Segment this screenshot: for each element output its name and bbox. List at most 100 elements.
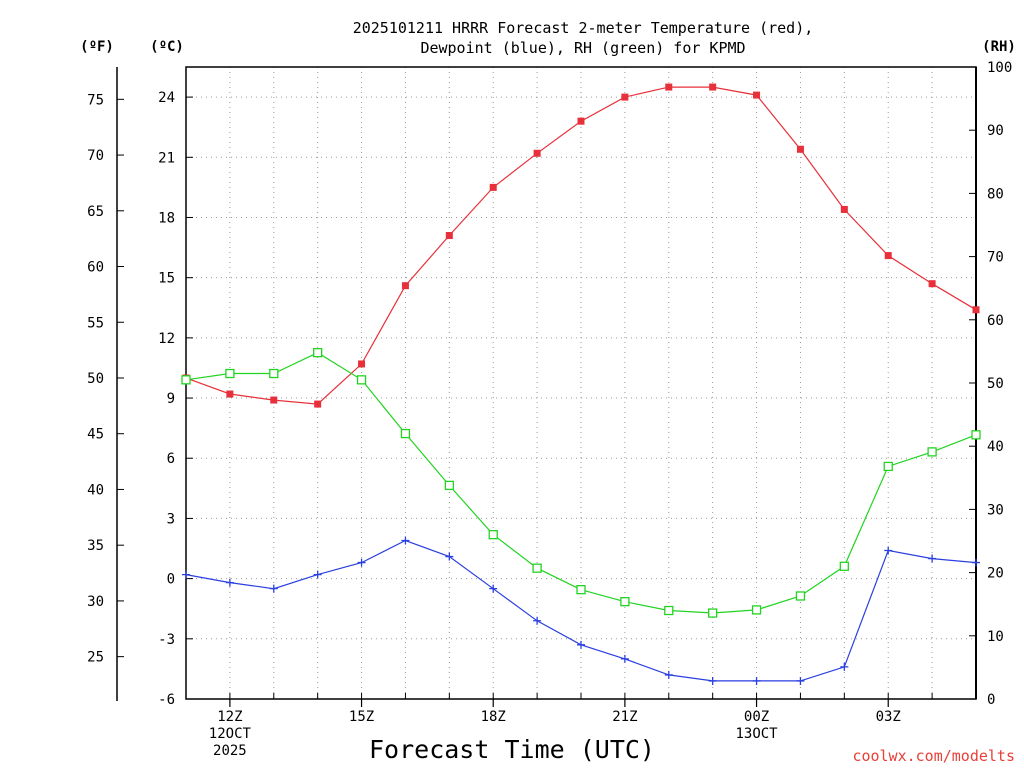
temperature-point	[314, 400, 322, 408]
x-tick-label: 00Z	[744, 709, 769, 725]
dewpoint-point	[401, 536, 410, 545]
fahrenheit-tick-label: 75	[87, 92, 104, 108]
rh-tick-label: 40	[987, 439, 1004, 455]
axes: 24211815129630-3-67570656055504540353025…	[87, 60, 1012, 759]
rh-unit-label: (RH)	[982, 39, 1016, 55]
temperature-point	[577, 117, 585, 125]
x-tick-label: 12Z	[217, 709, 242, 725]
site-credit: coolwx.com/modelts	[852, 747, 1015, 765]
temperature-point	[709, 83, 717, 91]
rh-point	[576, 585, 586, 595]
rh-tick-label: 50	[987, 376, 1004, 392]
rh-point	[181, 375, 191, 385]
x-tick-label: 18Z	[481, 709, 506, 725]
temperature-point	[665, 83, 673, 91]
chart-title-line-1: 2025101211 HRRR Forecast 2-meter Tempera…	[353, 19, 814, 37]
dewpoint-point	[664, 670, 673, 679]
rh-tick-label: 100	[987, 60, 1012, 76]
temperature-point	[840, 205, 848, 213]
rh-point	[751, 605, 762, 615]
dewpoint-line	[185, 539, 977, 682]
celsius-tick-label: 6	[167, 451, 175, 467]
dewpoint-point	[972, 558, 980, 567]
rh-point	[971, 430, 981, 440]
fahrenheit-tick-label: 65	[87, 204, 104, 220]
temperature-point	[270, 396, 278, 404]
temperature-point	[884, 252, 892, 260]
celsius-tick-label: 9	[167, 391, 175, 407]
celsius-tick-label: 24	[158, 90, 175, 106]
dewpoint-point	[533, 616, 542, 625]
dewpoint-point	[445, 552, 454, 561]
fahrenheit-tick-label: 60	[87, 260, 104, 276]
temperature-point	[753, 91, 761, 99]
rh-point	[488, 530, 498, 540]
celsius-tick-label: -3	[158, 632, 175, 648]
x-axis-title: Forecast Time (UTC)	[369, 735, 655, 764]
rh-tick-label: 70	[987, 250, 1004, 266]
temperature-point	[533, 149, 541, 157]
rh-point	[927, 447, 937, 457]
rh-tick-label: 80	[987, 186, 1004, 202]
rh-point	[444, 480, 454, 491]
fahrenheit-unit-label: (ºF)	[80, 39, 114, 55]
dewpoint-point	[840, 662, 849, 671]
temperature-line	[185, 86, 977, 405]
rh-point	[839, 561, 849, 571]
dewpoint-point	[928, 554, 937, 563]
dewpoint-point	[313, 570, 322, 579]
data-series	[181, 83, 981, 685]
celsius-tick-label: -6	[158, 692, 175, 708]
rh-tick-label: 30	[987, 502, 1004, 518]
celsius-tick-label: 3	[167, 511, 175, 527]
fahrenheit-tick-label: 45	[87, 427, 104, 443]
dewpoint-point	[269, 584, 278, 593]
rh-tick-label: 0	[987, 692, 995, 708]
temperature-point	[972, 306, 980, 314]
rh-point	[269, 368, 279, 379]
fahrenheit-tick-label: 55	[87, 315, 104, 331]
x-tick-label: 13OCT	[735, 726, 778, 742]
dewpoint-point	[884, 546, 893, 555]
rh-point	[356, 375, 367, 385]
temperature-point	[489, 183, 497, 191]
temperature-point	[445, 232, 453, 240]
rh-point	[795, 591, 806, 601]
dewpoint-point	[357, 558, 366, 567]
dewpoint-point	[620, 654, 629, 663]
grid-lines	[185, 67, 977, 700]
celsius-tick-label: 21	[158, 150, 175, 166]
rh-tick-label: 60	[987, 313, 1004, 329]
chart-title-line-2: Dewpoint (blue), RH (green) for KPMD	[420, 39, 745, 57]
dewpoint-point	[225, 578, 234, 587]
rh-tick-label: 10	[987, 629, 1004, 645]
rh-point	[883, 461, 893, 472]
rh-tick-label: 20	[987, 566, 1004, 582]
dewpoint-point	[752, 676, 761, 685]
dewpoint-point	[182, 570, 190, 579]
celsius-tick-label: 12	[158, 331, 175, 347]
rh-point	[225, 368, 235, 379]
series-temperature	[182, 83, 980, 408]
rh-point	[664, 605, 674, 616]
temperature-point	[796, 145, 804, 153]
fahrenheit-tick-label: 50	[87, 371, 104, 387]
fahrenheit-tick-label: 25	[87, 650, 104, 666]
celsius-unit-label: (ºC)	[150, 39, 184, 55]
temperature-point	[928, 280, 936, 288]
x-tick-label: 12OCT	[209, 726, 252, 742]
dewpoint-point	[577, 640, 585, 649]
rh-point	[620, 597, 630, 607]
dewpoint-point	[489, 584, 498, 593]
temperature-point	[226, 390, 234, 398]
fahrenheit-tick-label: 40	[87, 482, 104, 498]
fahrenheit-tick-label: 35	[87, 538, 104, 554]
x-tick-label: 03Z	[876, 709, 901, 725]
x-tick-label: 21Z	[612, 709, 637, 725]
dewpoint-point	[796, 676, 805, 685]
temperature-point	[358, 360, 366, 368]
temperature-point	[401, 282, 409, 290]
rh-tick-label: 90	[987, 123, 1004, 139]
celsius-tick-label: 18	[158, 210, 175, 226]
